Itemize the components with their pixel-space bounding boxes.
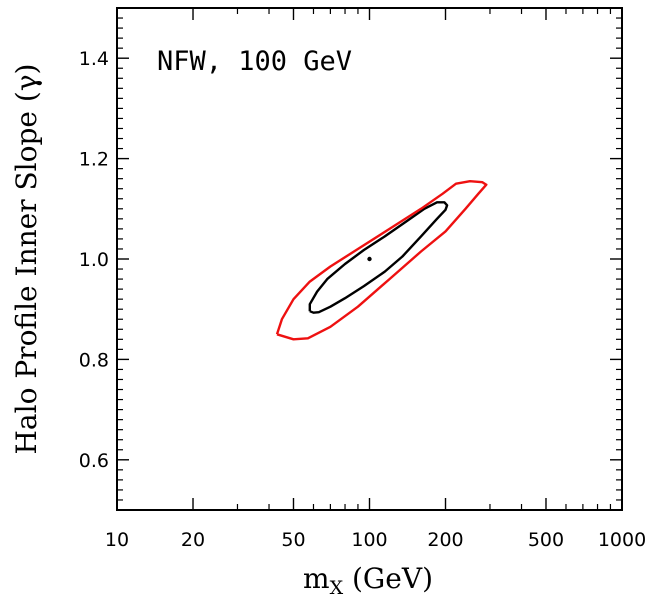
x-tick-label: 200 bbox=[427, 529, 463, 551]
contour-outer bbox=[275, 179, 488, 341]
x-axis-title-subscript: X bbox=[330, 577, 344, 599]
x-tick-label: 20 bbox=[181, 529, 205, 551]
x-axis-title: mX (GeV) bbox=[303, 562, 433, 599]
y-tick-label: 1.0 bbox=[79, 249, 109, 271]
y-axis-title: Halo Profile Inner Slope (γ) bbox=[10, 64, 43, 455]
x-tick-label: 10 bbox=[105, 529, 129, 551]
y-tick-label: 0.6 bbox=[79, 450, 109, 472]
axis-ticks: 10 20 50 100 200 500 1000 0.6 0.8 1.0 1.2 1.4 bbox=[79, 8, 646, 551]
x-axis-title-main: m bbox=[303, 562, 330, 595]
x-tick-label: 100 bbox=[351, 529, 387, 551]
x-tick-label: 50 bbox=[281, 529, 305, 551]
y-tick-label: 1.2 bbox=[79, 149, 109, 171]
x-tick-label: 1000 bbox=[598, 529, 646, 551]
contour-lines bbox=[275, 179, 488, 341]
annotation-text: NFW, 100 GeV bbox=[157, 46, 352, 77]
x-axis-title-unit: (GeV) bbox=[343, 562, 433, 595]
contour-inner bbox=[308, 201, 449, 314]
y-tick-label: 1.4 bbox=[79, 48, 109, 70]
y-tick-label: 0.8 bbox=[79, 349, 109, 371]
x-tick-label: 500 bbox=[528, 529, 564, 551]
best-fit-point bbox=[367, 256, 372, 262]
